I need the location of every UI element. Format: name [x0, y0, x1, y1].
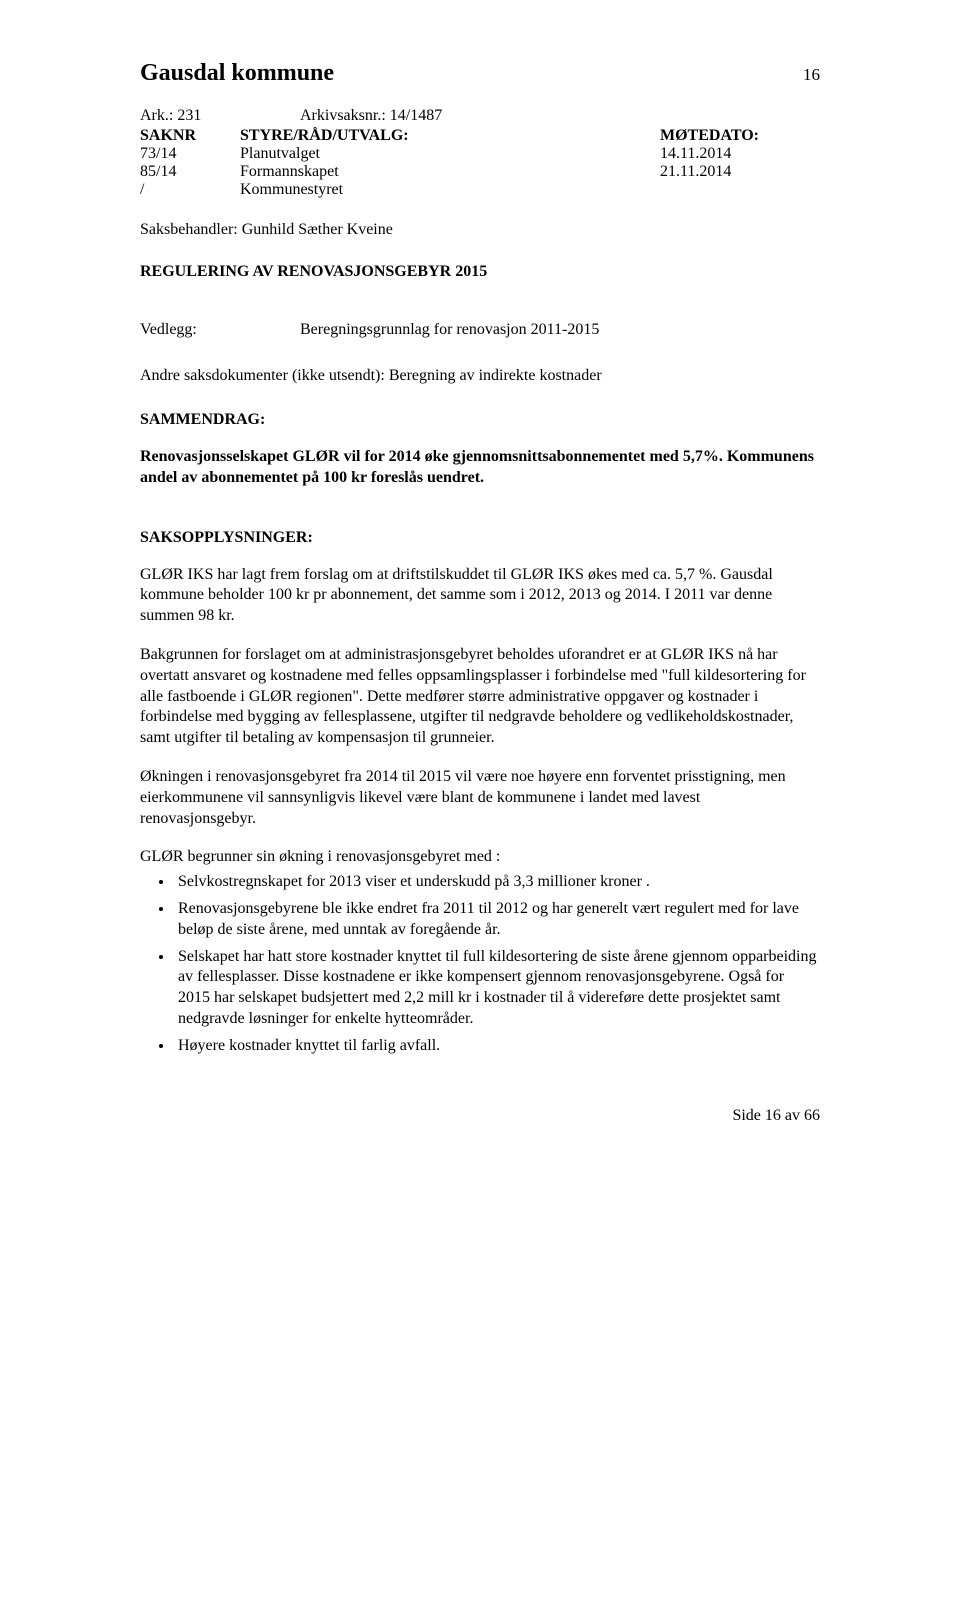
page-number-top: 16 [803, 65, 820, 85]
cell-saknr: 85/14 [140, 163, 240, 181]
vedlegg-row: Vedlegg: Beregningsgrunnlag for renovasj… [140, 321, 820, 339]
ark-left: Ark.: 231 [140, 107, 300, 125]
page: Gausdal kommune 16 Ark.: 231 Arkivsaksnr… [70, 0, 890, 1165]
sammendrag-label: SAMMENDRAG: [140, 411, 820, 429]
meeting-row: 73/14 Planutvalget 14.11.2014 [140, 145, 820, 163]
cell-dato: 14.11.2014 [660, 145, 820, 163]
cell-dato: 21.11.2014 [660, 163, 820, 181]
cell-styre: Formannskapet [240, 163, 660, 181]
ark-row: Ark.: 231 Arkivsaksnr.: 14/1487 [140, 107, 820, 125]
document-title: REGULERING AV RENOVASJONSGEBYR 2015 [140, 263, 820, 281]
org-title: Gausdal kommune [140, 60, 334, 87]
paragraph: Økningen i renovasjonsgebyret fra 2014 t… [140, 767, 820, 829]
meeting-row: 85/14 Formannskapet 21.11.2014 [140, 163, 820, 181]
paragraph: GLØR begrunner sin økning i renovasjonsg… [140, 847, 820, 868]
meeting-header: SAKNR STYRE/RÅD/UTVALG: MØTEDATO: [140, 127, 820, 145]
cell-saknr: / [140, 181, 240, 199]
saksoppl-label: SAKSOPPLYSNINGER: [140, 529, 820, 547]
bullet-item: Renovasjonsgebyrene ble ikke endret fra … [174, 899, 820, 941]
vedlegg-value: Beregningsgrunnlag for renovasjon 2011-2… [300, 321, 820, 339]
ark-right: Arkivsaksnr.: 14/1487 [300, 107, 820, 125]
bullet-list: Selvkostregnskapet for 2013 viser et und… [140, 872, 820, 1056]
meeting-table: SAKNR STYRE/RÅD/UTVALG: MØTEDATO: 73/14 … [140, 127, 820, 199]
bullet-item: Selvkostregnskapet for 2013 viser et und… [174, 872, 820, 893]
col-styre: STYRE/RÅD/UTVALG: [240, 127, 660, 145]
paragraph: Bakgrunnen for forslaget om at administr… [140, 645, 820, 749]
col-dato: MØTEDATO: [660, 127, 820, 145]
header-row: Gausdal kommune 16 [140, 60, 820, 87]
cell-styre: Planutvalget [240, 145, 660, 163]
bullet-item: Høyere kostnader knyttet til farlig avfa… [174, 1036, 820, 1057]
andre-docs: Andre saksdokumenter (ikke utsendt): Ber… [140, 367, 820, 385]
vedlegg-label: Vedlegg: [140, 321, 300, 339]
bullet-item: Selskapet har hatt store kostnader knytt… [174, 947, 820, 1030]
col-saknr: SAKNR [140, 127, 240, 145]
paragraph: GLØR IKS har lagt frem forslag om at dri… [140, 565, 820, 627]
meeting-row: / Kommunestyret [140, 181, 820, 199]
cell-dato [660, 181, 820, 199]
case-handler: Saksbehandler: Gunhild Sæther Kveine [140, 221, 820, 239]
cell-saknr: 73/14 [140, 145, 240, 163]
cell-styre: Kommunestyret [240, 181, 660, 199]
sammendrag-body: Renovasjonsselskapet GLØR vil for 2014 ø… [140, 447, 820, 489]
footer-page: Side 16 av 66 [140, 1107, 820, 1125]
